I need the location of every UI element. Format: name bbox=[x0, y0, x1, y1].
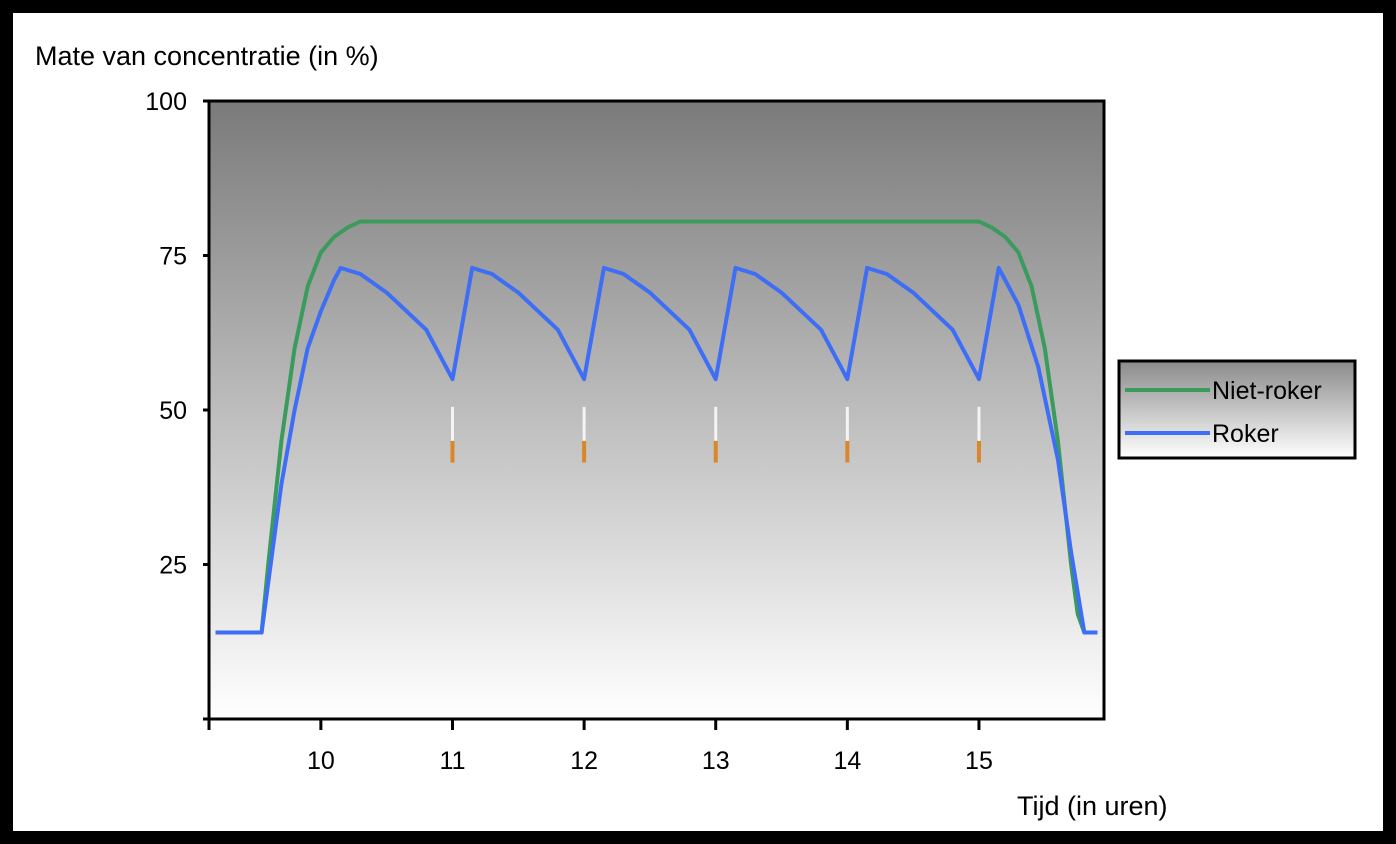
chart-svg: Mate van concentratie (in %) 25 50 75 100 1… bbox=[35, 41, 1357, 821]
x-tick-label: 10 bbox=[307, 747, 335, 775]
y-tick-label: 50 bbox=[159, 397, 187, 425]
chart-frame: Mate van concentratie (in %) 25 50 75 100 1… bbox=[13, 13, 1383, 831]
cigarette-icon bbox=[713, 406, 718, 463]
cigarette-filter bbox=[450, 440, 455, 463]
x-tick-label: 11 bbox=[440, 747, 466, 775]
y-tick-label: 100 bbox=[145, 88, 187, 116]
x-axis-title: Tijd (in uren) bbox=[1017, 791, 1168, 821]
series-layer bbox=[215, 219, 1098, 635]
x-axis-ticks: 10 11 12 13 14 15 bbox=[207, 719, 993, 775]
cigarette-paper bbox=[845, 406, 849, 441]
cigarette-paper bbox=[450, 406, 454, 441]
x-tick-label: 15 bbox=[965, 747, 993, 775]
series-line-1 bbox=[215, 265, 1098, 635]
y-axis-ticks: 25 50 75 100 bbox=[145, 88, 209, 721]
legend-label: Niet-roker bbox=[1212, 377, 1322, 405]
cigarette-icon bbox=[845, 406, 850, 463]
cigarette-paper bbox=[582, 406, 586, 441]
legend-box bbox=[1117, 359, 1357, 460]
y-axis-title: Mate van concentratie (in %) bbox=[35, 41, 379, 71]
legend-label: Roker bbox=[1212, 420, 1279, 448]
plot-area bbox=[207, 99, 1106, 721]
legend: Niet-roker Roker bbox=[1117, 359, 1357, 460]
cigarette-paper bbox=[977, 406, 981, 441]
x-tick-label: 13 bbox=[702, 747, 730, 775]
x-tick-label: 12 bbox=[570, 747, 598, 775]
y-tick-label: 75 bbox=[159, 243, 187, 271]
cigarette-markers bbox=[450, 406, 981, 463]
cigarette-filter bbox=[845, 440, 850, 463]
cigarette-paper bbox=[714, 406, 718, 441]
cigarette-filter bbox=[713, 440, 718, 463]
cigarette-icon bbox=[450, 406, 455, 463]
x-tick-label: 14 bbox=[833, 747, 861, 775]
cigarette-icon bbox=[976, 406, 981, 463]
y-tick-label: 25 bbox=[159, 552, 187, 580]
cigarette-filter bbox=[976, 440, 981, 463]
cigarette-icon bbox=[582, 406, 587, 463]
cigarette-filter bbox=[582, 440, 587, 463]
